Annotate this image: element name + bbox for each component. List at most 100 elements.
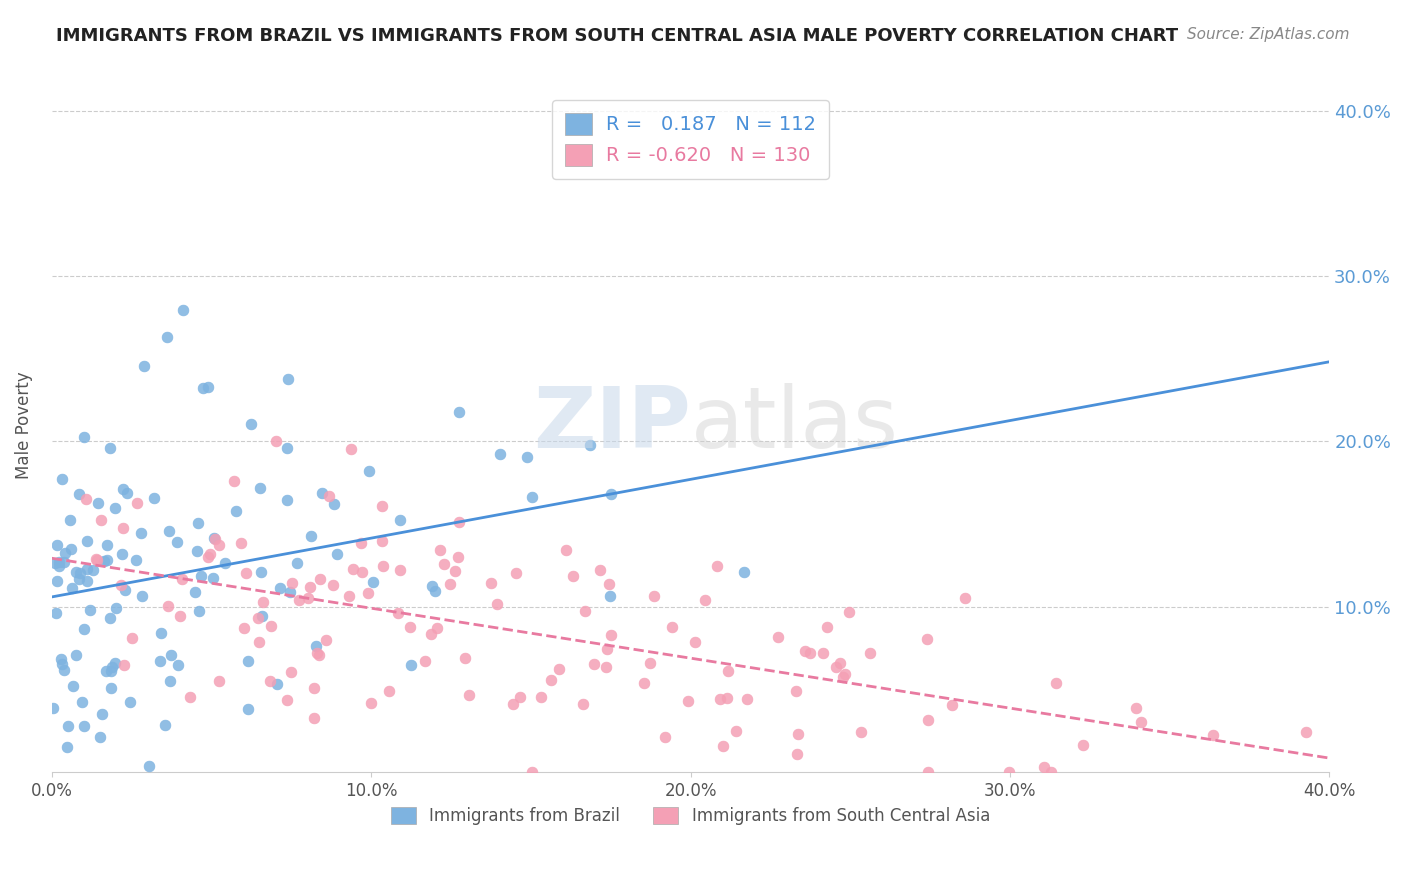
Point [187,604,209,618]
Point [86,552,108,566]
Point [352,565,374,579]
Point [159,648,181,662]
Point [917,632,939,646]
Point [269,581,291,595]
Point [76,534,98,549]
Point [596,642,619,657]
Point [447,549,470,564]
Point [387,606,409,620]
Point [91,707,114,722]
Point [247,611,270,625]
Point [51,472,73,486]
Point [370,533,392,548]
Point [486,597,509,611]
Point [166,535,188,549]
Point [65,648,87,662]
Point [45,606,67,620]
Point [419,627,441,641]
Point [447,404,470,418]
Point [73,622,96,636]
Point [322,498,344,512]
Point [389,563,412,577]
Point [787,726,810,740]
Point [786,747,808,762]
Point [373,559,395,574]
Text: ZIP: ZIP [533,384,690,467]
Point [100,664,122,678]
Point [955,591,977,606]
Point [131,589,153,603]
Point [339,589,361,603]
Point [281,576,304,591]
Point [851,725,873,739]
Point [51,657,73,671]
Point [554,543,576,558]
Point [304,640,326,654]
Point [832,670,855,684]
Point [1033,760,1056,774]
Point [311,486,333,500]
Point [114,582,136,597]
Point [75,492,97,507]
Point [429,542,451,557]
Point [505,566,527,580]
Point [202,571,225,585]
Point [595,660,617,674]
Point [509,690,531,704]
Point [252,595,274,609]
Point [53,663,76,677]
Point [340,442,363,457]
Point [179,690,201,705]
Point [600,487,623,501]
Point [302,711,325,725]
Point [156,330,179,344]
Point [479,575,502,590]
Point [716,690,738,705]
Point [264,434,287,448]
Point [76,562,98,576]
Point [308,572,330,586]
Point [1295,724,1317,739]
Point [1071,738,1094,752]
Point [204,532,226,546]
Point [522,491,544,505]
Point [693,593,716,607]
Point [235,566,257,581]
Point [287,593,309,607]
Point [48,558,70,573]
Point [111,547,134,561]
Point [172,302,194,317]
Point [186,544,208,558]
Point [454,651,477,665]
Point [86,495,108,509]
Point [643,589,665,603]
Point [169,608,191,623]
Point [443,564,465,578]
Text: atlas: atlas [690,384,898,467]
Point [104,600,127,615]
Point [530,690,553,705]
Point [86,553,108,567]
Point [198,547,221,561]
Point [208,538,231,552]
Point [67,487,90,501]
Point [103,657,125,671]
Point [342,562,364,576]
Point [520,765,543,780]
Point [676,694,699,708]
Point [326,548,349,562]
Point [157,599,180,614]
Point [322,578,344,592]
Point [222,474,245,488]
Point [153,718,176,732]
Point [250,609,273,624]
Point [67,572,90,586]
Text: Source: ZipAtlas.com: Source: ZipAtlas.com [1187,27,1350,42]
Point [142,491,165,505]
Point [828,656,851,670]
Point [285,556,308,570]
Point [426,621,449,635]
Point [794,644,817,658]
Point [44,556,66,570]
Point [599,589,621,603]
